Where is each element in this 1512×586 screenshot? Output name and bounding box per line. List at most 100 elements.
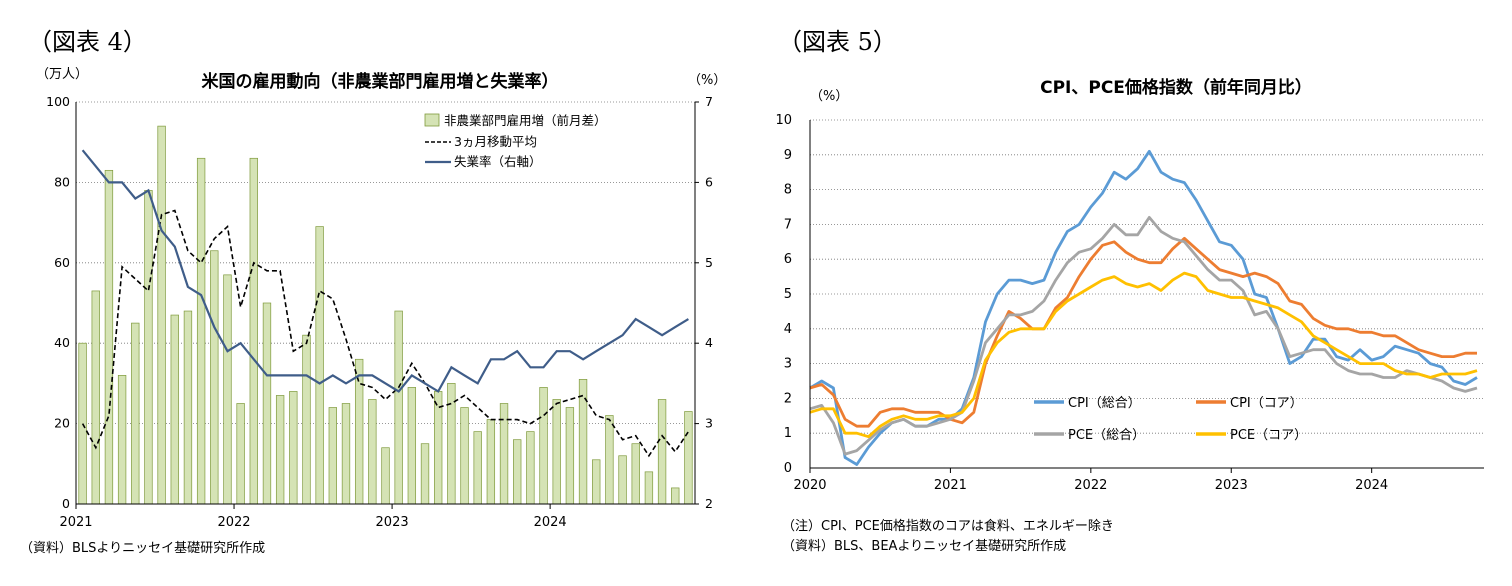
legend-bar-swatch — [424, 113, 440, 127]
employment-bar — [526, 431, 535, 505]
employment-bar — [78, 342, 87, 505]
employment-bar — [144, 190, 153, 505]
employment-bar — [407, 387, 417, 505]
employment-bar — [552, 399, 561, 505]
y-tick-label: 2 — [784, 391, 792, 406]
employment-bar — [671, 487, 680, 505]
chart4-right-unit: （%） — [688, 73, 726, 88]
x-tick-label: 2020 — [793, 478, 826, 493]
cpi-core-line — [809, 236, 1477, 428]
employment-bar — [157, 125, 166, 505]
y-tick-label: 9 — [784, 148, 792, 163]
employment-bar — [539, 387, 548, 505]
employment-bar — [315, 226, 324, 505]
y2-tick-label: 6 — [705, 174, 713, 189]
y-tick-label: 5 — [784, 287, 792, 302]
legend-pce-core-label: PCE（コア） — [1230, 428, 1307, 443]
y-tick-label: 7 — [784, 217, 792, 232]
y2-tick-label: 3 — [705, 416, 713, 431]
employment-bar — [236, 403, 245, 505]
legend-pce-label: PCE（総合） — [1068, 428, 1145, 443]
x-tick-label: 2023 — [376, 515, 409, 530]
y-tick-label: 60 — [54, 255, 70, 270]
y-tick-label: 20 — [54, 416, 70, 431]
employment-bar — [170, 314, 179, 505]
y-tick-label: 100 — [46, 94, 70, 109]
employment-bar — [223, 274, 232, 505]
y-tick-label: 80 — [54, 174, 70, 189]
employment-bar — [302, 334, 311, 505]
chart5-y-unit: （%） — [810, 89, 848, 104]
inflation-chart: 0 1 2 3 4 5 6 7 8 9 10 2020 2021 2022 2023 2024 CPI、PCE… — [775, 77, 1484, 493]
employment-bar — [499, 403, 509, 505]
x-tick-label: 2021 — [59, 515, 92, 530]
chart5-title: CPI、PCE価格指数（前年同月比） — [1040, 77, 1312, 98]
chart4-left-unit: （万人） — [36, 67, 88, 82]
employment-bar — [249, 157, 258, 505]
pce-core-line — [809, 271, 1478, 439]
employment-bar — [631, 443, 640, 505]
y-tick-label: 40 — [54, 335, 70, 350]
y2-tick-label: 7 — [705, 94, 713, 109]
employment-bar — [210, 250, 219, 505]
x-tick-label: 2024 — [534, 515, 567, 530]
y2-tick-label: 5 — [705, 255, 713, 270]
chart4-legend: 非農業部門雇用増（前月差） 3ヵ月移動平均 失業率（右軸） — [424, 113, 607, 169]
employment-bar — [657, 399, 667, 505]
y2-tick-label: 4 — [705, 335, 713, 350]
y-tick-label: 8 — [784, 183, 792, 198]
y-tick-label: 0 — [784, 461, 792, 476]
employment-bar — [183, 310, 193, 505]
x-tick-label: 2022 — [1074, 478, 1107, 493]
employment-bar — [328, 407, 337, 505]
employment-bar — [275, 395, 285, 505]
employment-bar — [262, 302, 272, 505]
employment-bar — [473, 431, 482, 505]
employment-bar — [513, 439, 522, 505]
unemployment-rate-line — [81, 149, 689, 393]
figure5-source: （資料）BLS、BEAよりニッセイ基礎研究所作成 — [782, 539, 1067, 554]
x-tick-label: 2022 — [217, 515, 250, 530]
employment-bar — [341, 403, 351, 505]
employment-bar — [434, 391, 443, 505]
y-tick-label: 10 — [775, 113, 792, 128]
y-tick-label: 6 — [784, 252, 792, 267]
employment-bar — [91, 290, 100, 505]
figure4-source: （資料）BLSよりニッセイ基礎研究所作成 — [20, 541, 266, 556]
legend-ma-label: 3ヵ月移動平均 — [454, 134, 537, 149]
y2-tick-label: 2 — [705, 496, 713, 511]
legend-cpi-label: CPI（総合） — [1068, 396, 1141, 411]
x-tick-label: 2023 — [1215, 478, 1248, 493]
pce-line — [809, 215, 1478, 456]
employment-bar — [684, 411, 693, 505]
employment-bar — [289, 391, 298, 505]
employment-bar — [605, 415, 614, 505]
employment-bar — [460, 407, 469, 505]
employment-bar — [196, 157, 206, 505]
employment-bar — [592, 459, 601, 505]
y-tick-label: 3 — [784, 357, 792, 372]
y-tick-label: 4 — [784, 322, 792, 337]
chart5-legend: CPI（総合） CPI（コア） PCE（総合） PCE（コア） — [1034, 396, 1307, 443]
figure5-note: （注）CPI、PCE価格指数のコアは食料、エネルギー除き — [782, 519, 1114, 534]
legend-bar-label: 非農業部門雇用増（前月差） — [444, 113, 607, 128]
employment-bar — [104, 169, 114, 505]
employment-bar — [644, 471, 654, 505]
figure5-label: （図表 5） — [778, 28, 897, 56]
x-tick-label: 2024 — [1355, 478, 1388, 493]
employment-bar — [131, 322, 140, 505]
employment-bar — [486, 419, 496, 505]
employment-bar — [368, 399, 377, 505]
employment-bar — [565, 407, 575, 505]
employment-chart: 0 20 40 60 80 100 2 3 4 5 6 7 2021 2022 2023 2024 米国の雇用… — [36, 67, 726, 530]
y-tick-label: 0 — [62, 496, 70, 511]
employment-bar — [117, 375, 127, 505]
y-tick-label: 1 — [784, 426, 792, 441]
employment-bar — [394, 310, 403, 505]
legend-unemp-label: 失業率（右軸） — [454, 154, 542, 169]
employment-bar — [381, 447, 390, 505]
figure4-label: （図表 4） — [28, 28, 147, 56]
chart4-title: 米国の雇用動向（非農業部門雇用増と失業率） — [202, 71, 559, 92]
legend-cpi-core-label: CPI（コア） — [1230, 396, 1303, 411]
x-tick-label: 2021 — [934, 478, 967, 493]
